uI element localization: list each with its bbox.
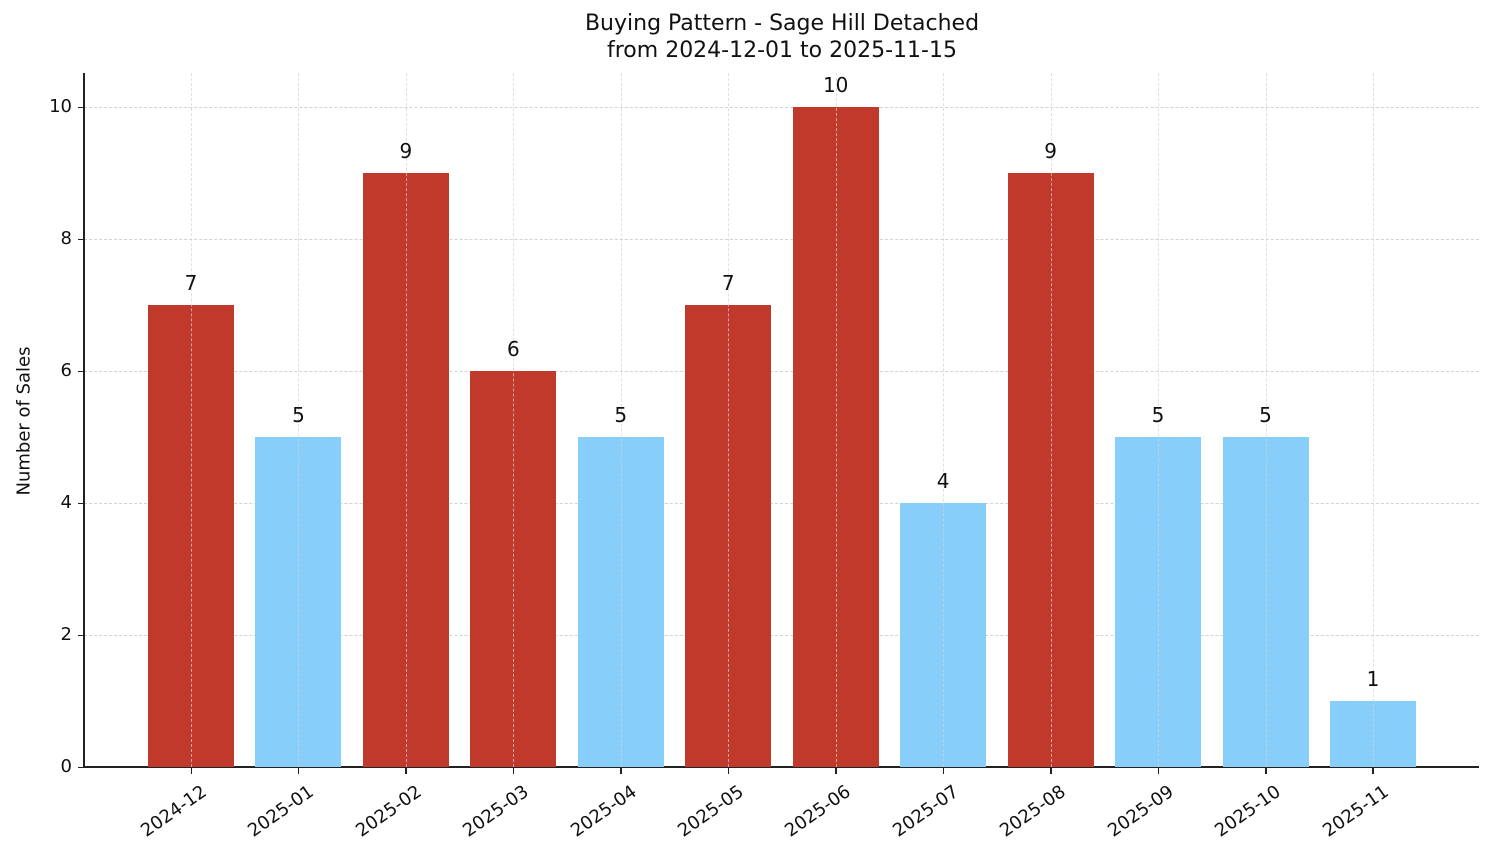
bar-value-label: 7 [184, 271, 198, 295]
bar-value-label: 7 [721, 271, 735, 295]
x-tick-mark [620, 768, 622, 774]
y-gridline [84, 107, 1479, 108]
bar-value-label: 5 [614, 403, 628, 427]
x-tick-label: 2025-05 [674, 781, 748, 842]
y-tick-mark [78, 370, 83, 372]
y-gridline [84, 239, 1479, 240]
x-tick-mark [297, 768, 300, 774]
x-tick-label: 2025-01 [244, 781, 318, 842]
x-gridline [620, 73, 622, 767]
x-tick-label: 2025-06 [781, 781, 856, 842]
y-gridline [84, 371, 1479, 372]
y-tick-label: 6 [60, 360, 72, 381]
y-tick-label: 8 [60, 228, 72, 249]
y-tick-label: 10 [49, 96, 72, 117]
chart-title-main: Buying Pattern - Sage Hill Detached [584, 11, 980, 36]
x-tick-mark [405, 768, 407, 774]
x-gridline [1158, 73, 1160, 767]
x-gridline [835, 73, 837, 767]
x-tick-mark [1157, 768, 1160, 774]
bar-value-label: 5 [1259, 403, 1272, 427]
x-tick-label: 2024-12 [136, 781, 211, 842]
chart-title: Buying Pattern - Sage Hill Detached from… [0, 10, 1494, 64]
x-gridline [1050, 73, 1052, 767]
x-tick-mark [1050, 768, 1052, 774]
bar-value-label: 4 [936, 469, 950, 493]
x-gridline [405, 73, 407, 767]
x-gridline [191, 73, 192, 767]
x-tick-label: 2025-04 [566, 781, 641, 842]
x-tick-label: 2025-02 [351, 781, 426, 842]
x-tick-label: 2025-03 [459, 781, 533, 842]
x-tick-label: 2025-10 [1211, 781, 1285, 842]
y-tick-label: 0 [60, 756, 72, 777]
x-tick-label: 2025-07 [888, 781, 963, 842]
x-gridline [943, 73, 945, 767]
x-tick-label: 2025-09 [1103, 781, 1178, 842]
bar-value-label: 9 [399, 139, 413, 163]
x-axis-line [83, 766, 1479, 768]
x-gridline [513, 73, 515, 767]
chart-subtitle: from 2024-12-01 to 2025-11-15 [607, 38, 957, 63]
y-tick-mark [78, 238, 83, 240]
bar-value-label: 10 [822, 73, 849, 97]
x-tick-mark [727, 768, 730, 774]
x-tick-mark [512, 768, 515, 774]
bar-value-label: 5 [1151, 403, 1165, 427]
x-gridline [1265, 73, 1267, 767]
x-tick-label: 2025-11 [1318, 781, 1393, 842]
x-tick-mark [942, 768, 945, 774]
y-tick-mark [78, 634, 83, 636]
x-tick-mark [1372, 768, 1374, 774]
y-axis-line [83, 73, 85, 768]
x-tick-mark [835, 768, 837, 774]
y-gridline [84, 635, 1479, 636]
bar-value-label: 1 [1366, 667, 1380, 691]
y-tick-label: 2 [60, 624, 72, 645]
bar-value-label: 6 [506, 337, 520, 361]
x-tick-mark [1265, 768, 1267, 774]
x-gridline [298, 73, 300, 767]
bar-value-label: 9 [1044, 139, 1057, 163]
y-tick-mark [78, 106, 83, 108]
y-gridline [84, 503, 1479, 504]
x-gridline [728, 73, 730, 767]
x-gridline [1372, 73, 1374, 767]
y-tick-mark [78, 766, 83, 768]
y-tick-label: 4 [60, 492, 72, 513]
x-tick-label: 2025-08 [996, 781, 1071, 842]
x-tick-mark [190, 768, 192, 774]
bar-value-label: 5 [292, 403, 305, 427]
y-tick-mark [78, 502, 83, 504]
